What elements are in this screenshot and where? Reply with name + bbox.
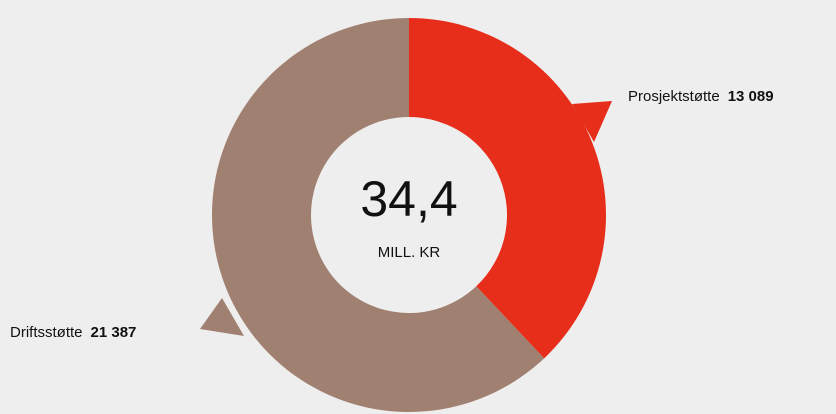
donut-segment [211, 18, 545, 412]
value-label: 13 089 [728, 88, 774, 105]
center-value: 34,4 [360, 171, 457, 227]
category-name: Driftsstøtte [10, 324, 83, 341]
category-name: Prosjektstøtte [628, 88, 720, 105]
center-label: MILL. KR [378, 244, 441, 261]
callout-pointer [572, 101, 612, 142]
segment-label: Prosjektstøtte 13 089 [628, 88, 774, 105]
donut-segment [409, 18, 606, 359]
callout-pointer [200, 298, 244, 336]
segment-label: Driftsstøtte 21 387 [10, 324, 136, 341]
value-label: 21 387 [91, 324, 137, 341]
